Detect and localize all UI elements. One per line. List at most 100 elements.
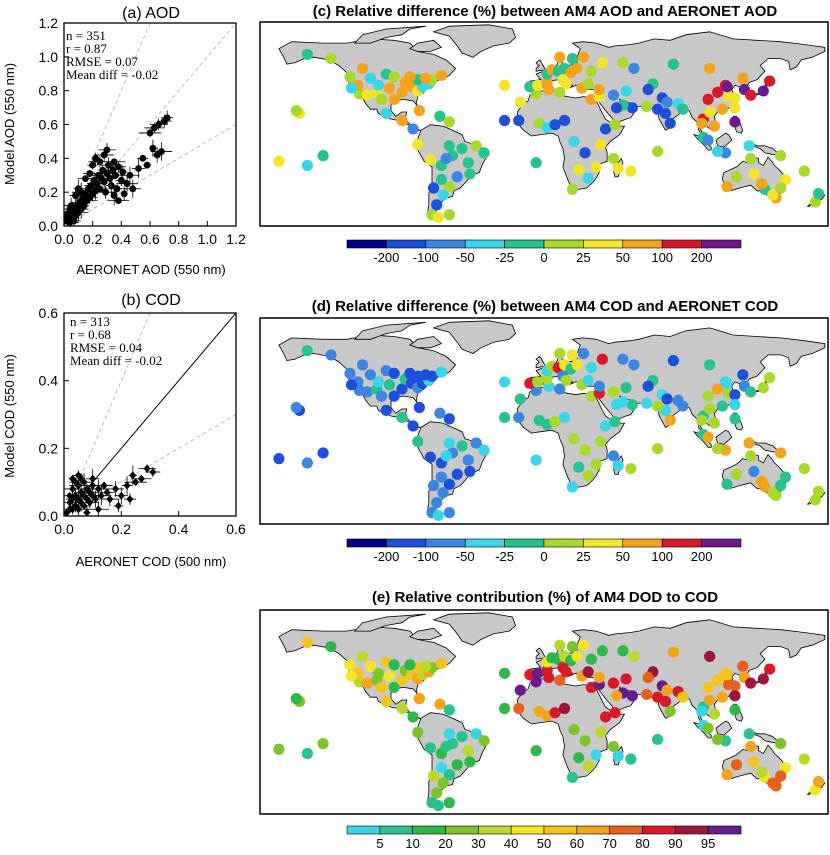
colorbar-swatch xyxy=(478,825,512,835)
site-marker xyxy=(404,659,416,671)
site-marker xyxy=(356,62,369,75)
data-point xyxy=(112,484,120,493)
site-marker xyxy=(729,116,741,128)
site-marker xyxy=(383,670,395,682)
colorbar-label: 25 xyxy=(576,250,590,265)
site-marker xyxy=(345,82,358,94)
site-marker xyxy=(628,650,640,663)
data-point xyxy=(92,495,100,504)
site-marker xyxy=(620,673,632,685)
x-tick-label: 0.8 xyxy=(169,231,189,247)
site-marker xyxy=(664,117,676,129)
colorbar-swatch xyxy=(661,239,702,249)
site-marker xyxy=(702,134,714,146)
data-point xyxy=(103,146,111,154)
site-marker xyxy=(711,674,724,686)
colorbar-label: 40 xyxy=(504,836,518,850)
site-marker xyxy=(443,437,455,449)
map-frame xyxy=(259,609,829,815)
site-marker xyxy=(626,102,638,114)
site-marker xyxy=(757,85,769,97)
data-point xyxy=(102,188,109,196)
site-marker xyxy=(478,444,490,456)
site-marker xyxy=(554,639,566,651)
site-marker xyxy=(609,707,621,719)
site-marker xyxy=(756,178,768,190)
site-marker xyxy=(380,404,392,416)
site-marker xyxy=(775,738,787,750)
data-point xyxy=(64,508,71,516)
site-marker xyxy=(767,189,779,201)
site-marker xyxy=(607,152,620,165)
site-marker xyxy=(716,103,728,115)
x-tick-label: 0.6 xyxy=(140,231,160,247)
site-marker xyxy=(464,168,476,180)
y-tick-label: 1.2 xyxy=(39,15,59,31)
colorbar-swatch xyxy=(622,538,663,548)
site-marker xyxy=(702,681,714,693)
site-marker xyxy=(388,659,400,671)
site-marker xyxy=(407,711,419,723)
site-marker xyxy=(470,728,482,740)
land-outline xyxy=(353,25,426,44)
site-marker xyxy=(554,51,566,63)
site-marker xyxy=(626,399,638,411)
site-marker xyxy=(440,740,452,753)
site-marker xyxy=(582,172,594,184)
site-marker xyxy=(775,770,787,782)
site-marker xyxy=(577,639,590,651)
site-marker xyxy=(498,667,511,679)
site-marker xyxy=(745,152,757,165)
panel-a-xlabel: AERONET AOD (550 nm) xyxy=(76,262,225,277)
site-marker xyxy=(344,367,356,380)
site-marker xyxy=(498,411,511,424)
site-marker xyxy=(640,397,653,409)
data-point xyxy=(83,508,91,516)
data-point xyxy=(132,478,140,487)
site-marker xyxy=(571,359,583,371)
site-marker xyxy=(809,196,821,208)
site-marker xyxy=(798,165,810,177)
site-marker xyxy=(729,690,741,702)
site-marker xyxy=(652,733,664,746)
colorbar-label: 50 xyxy=(537,836,551,850)
site-marker xyxy=(716,691,728,703)
data-point xyxy=(106,175,114,183)
site-marker xyxy=(757,673,769,685)
site-marker xyxy=(431,497,443,509)
site-marker xyxy=(432,799,444,812)
site-marker xyxy=(593,380,605,392)
site-marker xyxy=(711,733,724,746)
land-outline xyxy=(409,39,443,52)
y-tick-label: 1.0 xyxy=(39,49,59,65)
site-marker xyxy=(434,407,446,419)
panel-e-colorbar: 5 10 20 30 40 50 60 70 80 90 95 xyxy=(346,825,742,851)
site-marker xyxy=(443,507,455,519)
panel-b-xlabel: AERONET COD (500 nm) xyxy=(76,554,227,569)
colorbar-label: -50 xyxy=(456,549,475,564)
land-outline xyxy=(415,712,490,808)
y-tick-label: 0.0 xyxy=(39,508,59,524)
site-marker xyxy=(721,81,733,93)
data-point xyxy=(74,481,82,490)
site-marker xyxy=(582,470,594,482)
site-marker xyxy=(571,62,583,75)
site-marker xyxy=(432,211,444,224)
site-marker xyxy=(424,451,436,463)
colorbar-swatch xyxy=(543,825,578,835)
site-marker xyxy=(764,372,776,384)
site-marker xyxy=(729,92,741,104)
site-marker xyxy=(530,745,542,757)
site-marker xyxy=(620,382,632,394)
y-tick-label: 0.6 xyxy=(39,117,59,133)
site-marker xyxy=(677,691,689,703)
data-point xyxy=(100,178,108,186)
colorbar-swatch xyxy=(346,538,387,548)
site-marker xyxy=(661,96,673,108)
land-outline xyxy=(715,429,733,445)
site-marker xyxy=(317,150,329,162)
site-marker xyxy=(573,164,585,176)
colorbar-swatch xyxy=(701,538,742,548)
site-marker xyxy=(412,436,424,448)
y-tick-label: 0.4 xyxy=(39,373,59,389)
